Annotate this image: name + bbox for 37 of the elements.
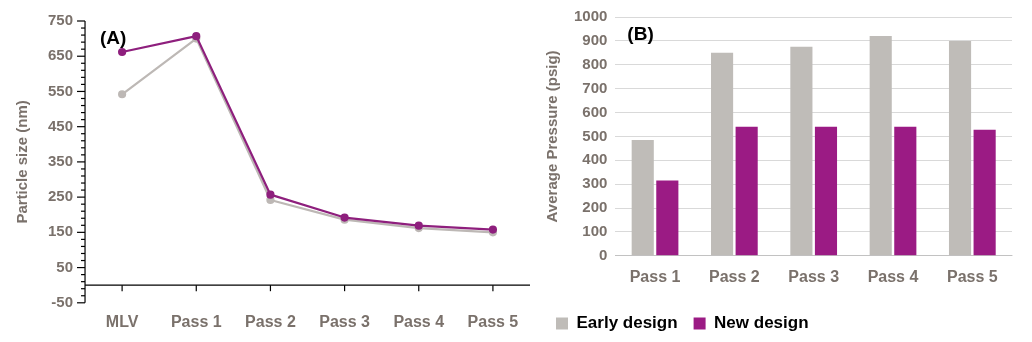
y-tick-label: 0 xyxy=(599,245,608,263)
legend-label: New design xyxy=(714,313,809,333)
x-tick-label: Pass 1 xyxy=(629,267,681,285)
x-tick-label: MLV xyxy=(105,312,139,330)
y-tick-label: 450 xyxy=(48,116,74,134)
x-tick-label: Pass 5 xyxy=(467,312,519,330)
y-tick-label: 500 xyxy=(582,126,608,144)
y-axis-title: Particle size (nm) xyxy=(13,100,31,224)
y-tick-label: 300 xyxy=(582,174,608,192)
y-tick-label: 750 xyxy=(48,11,74,29)
y-tick-label: 400 xyxy=(582,150,608,168)
y-tick-label: 900 xyxy=(582,31,608,49)
x-tick-label: Pass 3 xyxy=(788,267,840,285)
y-tick-label: 150 xyxy=(48,222,74,240)
x-tick-label: Pass 2 xyxy=(709,267,760,285)
y-tick-label: 550 xyxy=(48,81,74,99)
y-tick-label: 100 xyxy=(582,222,608,240)
x-tick-label: Pass 1 xyxy=(170,312,222,330)
y-tick-label: 50 xyxy=(56,257,74,275)
y-tick-label: -50 xyxy=(51,292,74,310)
x-tick-label: Pass 4 xyxy=(867,267,919,285)
y-axis-title: Average Pressure (psig) xyxy=(543,50,561,223)
y-tick-label: 250 xyxy=(48,187,74,205)
y-tick-label: 600 xyxy=(582,102,608,120)
x-tick-label: Pass 2 xyxy=(245,312,296,330)
x-tick-label: Pass 4 xyxy=(393,312,445,330)
legend-label: Early design xyxy=(576,313,678,333)
y-tick-label: 700 xyxy=(582,78,608,96)
y-tick-label: 1000 xyxy=(573,7,608,25)
y-tick-label: 200 xyxy=(582,198,608,216)
y-tick-label: 350 xyxy=(48,152,74,170)
chart-title: (B) xyxy=(627,22,654,44)
x-tick-label: Pass 3 xyxy=(319,312,371,330)
chart-title: (A) xyxy=(100,26,127,48)
x-tick-label: Pass 5 xyxy=(946,267,998,285)
y-tick-label: 800 xyxy=(582,54,608,72)
y-tick-label: 650 xyxy=(48,46,74,64)
